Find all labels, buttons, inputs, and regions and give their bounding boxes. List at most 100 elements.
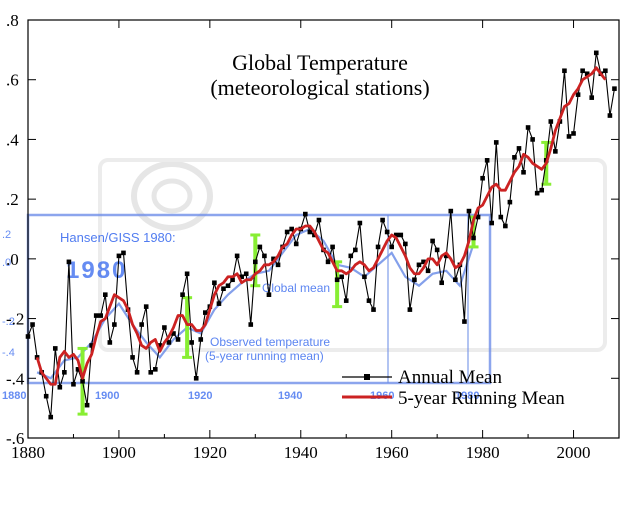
watermark-logo-ring-outer <box>131 161 213 231</box>
annual-mean-point <box>43 393 49 399</box>
annual-mean-point <box>593 50 599 56</box>
annual-mean-point <box>525 125 531 130</box>
annual-mean-point <box>262 253 267 259</box>
y-tick-label: -.2 <box>6 310 24 329</box>
legend-entry-running-mean: 5-year Running Mean <box>342 388 565 409</box>
annual-mean-point <box>316 217 322 223</box>
y-tick-label: .4 <box>6 130 19 149</box>
annual-mean-point <box>357 220 363 226</box>
hansen-1980-overlay: Hansen/GISS 1980: 1980 Global mean Observed… <box>2 213 492 402</box>
overlay-year: 1980 <box>66 257 127 284</box>
annual-mean-point <box>234 253 240 259</box>
annual-mean-point <box>339 274 344 280</box>
annual-mean-point <box>530 137 535 142</box>
annual-mean-point <box>98 313 104 318</box>
annual-mean-point <box>448 208 454 214</box>
annual-mean-point <box>348 253 354 259</box>
annual-mean-point <box>303 211 308 217</box>
series-layer <box>25 50 617 420</box>
annual-mean-point <box>30 322 35 327</box>
annual-mean-point <box>407 307 413 312</box>
annual-mean-point <box>325 259 331 265</box>
overlay-x-tick-label: 1900 <box>95 390 119 402</box>
annual-mean-point <box>71 381 76 387</box>
annual-mean-point <box>80 378 85 384</box>
annual-mean-point <box>184 271 190 277</box>
annual-mean-point <box>498 214 504 220</box>
watermark-logo-ring-inner <box>151 178 193 214</box>
annual-mean-point <box>453 277 458 283</box>
annual-mean-point <box>243 271 249 277</box>
annual-mean-point <box>389 244 394 250</box>
y-tick-label: .2 <box>6 190 19 209</box>
overlay-running-mean-label: (5-year running mean) <box>205 349 324 363</box>
annual-mean-point <box>112 322 117 327</box>
annual-mean-point <box>230 277 235 283</box>
annual-mean-point <box>102 292 108 297</box>
series-line-annual-mean <box>27 52 615 418</box>
annual-mean-point <box>443 253 449 259</box>
legend-label-annual-mean: Annual Mean <box>398 367 502 388</box>
watermark <box>98 158 607 352</box>
annual-mean-point <box>189 340 194 345</box>
annual-mean-point <box>512 155 517 160</box>
annual-mean-point <box>66 259 72 265</box>
annual-mean-point <box>398 232 404 238</box>
annual-mean-point <box>107 340 113 345</box>
annual-mean-point <box>248 322 254 327</box>
annual-mean-point <box>421 259 426 265</box>
watermark-frame <box>98 158 607 352</box>
annual-mean-point <box>166 340 172 345</box>
annual-mean-point <box>493 140 499 145</box>
annual-mean-point <box>162 325 167 330</box>
annual-mean-point <box>425 268 431 274</box>
annual-mean-point <box>284 229 290 235</box>
annual-mean-point <box>393 232 399 238</box>
series-line-running-mean <box>35 66 607 386</box>
annual-mean-point <box>362 274 367 280</box>
annual-mean-point <box>139 322 144 327</box>
annual-mean-point <box>603 68 608 74</box>
annual-mean-point <box>180 292 185 297</box>
annual-mean-point <box>271 256 276 262</box>
annual-mean-point <box>475 214 481 220</box>
y-tick-label: .6 <box>6 71 19 90</box>
annual-mean-point <box>257 244 263 250</box>
annual-mean-point <box>584 71 590 77</box>
annual-mean-point <box>503 223 508 229</box>
legend-entry-annual-mean: Annual Mean <box>342 367 502 388</box>
x-tick-label: 1900 <box>102 443 136 462</box>
annual-mean-point <box>57 384 63 390</box>
annual-mean-point <box>562 68 567 74</box>
annual-mean-point <box>289 226 294 232</box>
legend: Annual Mean 5-year Running Mean <box>342 367 565 409</box>
annual-mean-point <box>553 149 558 154</box>
overlay-x-tick-label: 1940 <box>278 390 302 402</box>
annual-mean-point <box>375 244 381 250</box>
x-tick-label: 1880 <box>11 443 45 462</box>
plot-frame <box>27 19 620 439</box>
annual-mean-point <box>471 235 476 241</box>
annual-mean-point <box>589 95 595 100</box>
annual-mean-point <box>566 134 572 139</box>
annual-mean-point <box>466 208 472 214</box>
annual-mean-point <box>89 343 94 348</box>
y-tick-label: .0 <box>6 250 19 269</box>
overlay-y-tick-label: .2 <box>2 229 11 241</box>
annual-mean-point <box>480 175 485 181</box>
x-tick-label: 1960 <box>375 443 409 462</box>
annual-mean-point <box>52 346 58 351</box>
annual-mean-point <box>293 241 299 247</box>
annual-mean-point <box>75 367 81 372</box>
overlay-x-tick-label: 1920 <box>188 390 212 402</box>
annual-mean-point <box>130 355 135 360</box>
annual-mean-point <box>489 220 495 226</box>
annual-mean-point <box>212 280 217 286</box>
annual-mean-point <box>439 280 444 286</box>
x-tick-label: 1920 <box>193 443 227 462</box>
y-tick-label: -.6 <box>6 429 24 448</box>
annual-mean-point <box>84 402 90 408</box>
annual-mean-point <box>521 169 526 175</box>
annual-mean-point <box>221 286 226 292</box>
overlay-observed-label: Observed temperature <box>210 335 330 349</box>
